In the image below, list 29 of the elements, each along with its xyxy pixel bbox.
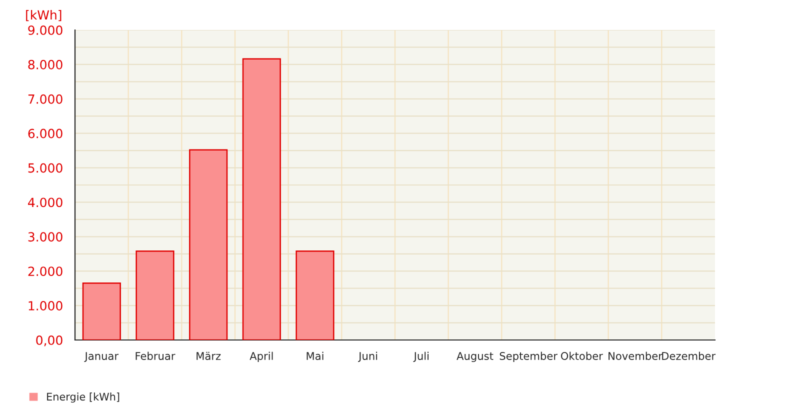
y-tick-label: 7.000 (28, 94, 62, 104)
x-tick-label: Oktober (560, 352, 603, 360)
y-tick-label: 9.000 (28, 25, 62, 35)
y-tick-label: 0,00 (36, 335, 62, 346)
bar (189, 149, 228, 340)
bar (136, 250, 174, 340)
y-tick-label: 6.000 (28, 128, 62, 138)
legend-label: Energie [kWh] (47, 392, 120, 403)
x-tick-label: August (456, 352, 494, 362)
y-tick-label: 1.000 (28, 301, 62, 310)
x-tick-label: Juni (358, 352, 378, 362)
x-tick-label: Dezember (662, 352, 716, 360)
x-tick-label: Januar (84, 352, 119, 362)
x-tick-label: Mai (306, 352, 324, 360)
y-axis-title: [kWh] (26, 10, 62, 22)
y-tick-label: 2.000 (28, 266, 62, 276)
bar (82, 282, 121, 340)
x-tick-label: Februar (136, 352, 176, 360)
x-tick-label: Juli (413, 352, 429, 362)
x-tick-label: November (608, 352, 662, 360)
bar (242, 58, 281, 340)
y-tick-label: 8.000 (28, 60, 62, 70)
y-tick-label: 3.000 (28, 232, 62, 242)
x-tick-label: März (196, 352, 221, 360)
y-tick-label: 4.000 (28, 198, 62, 208)
x-tick-label: September (500, 352, 558, 362)
bar (296, 250, 334, 340)
y-tick-label: 5.000 (28, 163, 62, 173)
x-tick-label: April (250, 352, 273, 362)
